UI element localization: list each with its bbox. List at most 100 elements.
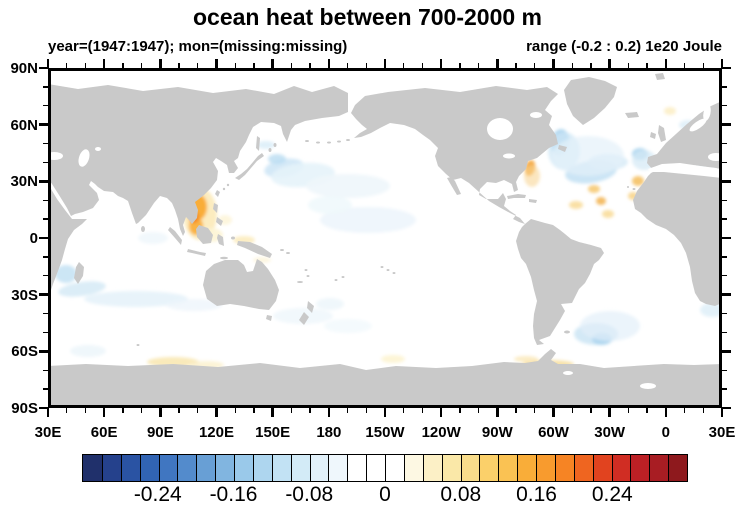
axis-tick — [477, 63, 480, 68]
mediterranean-sea — [648, 163, 722, 178]
landmass-greenland — [564, 77, 617, 125]
axis-tick — [722, 275, 727, 277]
antarctic-shelf-gap-2 — [563, 371, 573, 375]
anomaly-blob — [257, 141, 275, 149]
axis-tick — [722, 218, 727, 220]
axis-tick — [290, 63, 293, 68]
axis-tick — [439, 408, 443, 417]
axis-tick — [515, 408, 517, 413]
anomaly-blob — [316, 298, 344, 310]
island-tasmania — [266, 315, 272, 321]
colorbar-separator — [630, 455, 631, 481]
axis-tick — [627, 408, 630, 413]
axis-tick — [43, 142, 48, 145]
axis-tick — [608, 59, 611, 68]
colorbar-separator — [593, 455, 594, 481]
colorbar-separator — [461, 455, 462, 481]
axis-tick — [590, 63, 592, 68]
axis-tick — [722, 369, 727, 371]
axis-tick — [459, 408, 461, 413]
axis-tick — [84, 63, 87, 68]
axis-tick — [722, 199, 727, 201]
colorbar — [82, 454, 688, 482]
axis-tick — [722, 293, 731, 296]
landmass-australia — [203, 259, 279, 310]
colorbar-box — [612, 455, 630, 481]
island-borneo — [196, 225, 213, 244]
colorbar-separator — [347, 455, 348, 481]
anomaly-blob — [602, 210, 614, 218]
landmass-antarctica — [48, 349, 722, 408]
island-sakhalin — [256, 136, 260, 151]
antarctic-shelf-gap-1 — [640, 383, 656, 389]
anomaly-blob — [588, 185, 600, 193]
axis-tick — [365, 408, 367, 413]
colorbar-box — [234, 455, 253, 481]
axis-tick — [43, 86, 48, 88]
aral-sea — [95, 147, 101, 151]
colorbar-separator — [102, 455, 103, 481]
axis-tick — [140, 63, 143, 68]
anomaly-blob — [308, 196, 352, 214]
colorbar-box — [479, 455, 498, 481]
colorbar-tick-label: 0.08 — [440, 483, 482, 506]
lon-tick-label: 180 — [316, 424, 342, 441]
lon-tick-label: 90W — [481, 424, 513, 441]
axis-tick — [290, 408, 293, 413]
anomaly-blob — [147, 357, 199, 367]
landmass-south-america — [516, 219, 604, 345]
axis-tick — [215, 408, 218, 417]
anomaly-blob — [552, 136, 624, 176]
colorbar-box — [498, 455, 517, 481]
lat-tick-label: 30S — [11, 286, 38, 304]
axis-tick — [43, 105, 48, 107]
axis-tick — [43, 331, 48, 334]
anomaly-blob — [306, 174, 390, 198]
colorbar-separator — [272, 455, 273, 481]
axis-tick — [66, 63, 68, 68]
gulf-of-bothnia — [703, 105, 711, 121]
axis-tick — [702, 63, 704, 68]
lon-tick-label: 30E — [34, 424, 62, 441]
island-newfoundland — [558, 145, 567, 152]
axis-tick — [722, 406, 731, 410]
colorbar-box — [328, 455, 347, 481]
colorbar-tick-label: 0 — [379, 483, 391, 506]
page-title: ocean heat between 700-2000 m — [193, 4, 542, 30]
colorbar-tick-label: 0.24 — [591, 483, 633, 506]
colorbar-separator — [196, 455, 197, 481]
colorbar-box — [517, 455, 536, 481]
anomaly-blob — [514, 356, 538, 362]
island-hispaniola — [529, 199, 537, 203]
anomaly-blob — [664, 107, 676, 115]
axis-tick — [159, 408, 162, 417]
lat-tick-label: 60S — [11, 343, 38, 361]
lon-tick-label: 150W — [365, 424, 405, 441]
lat-tick-label: 90N — [10, 60, 38, 77]
world-map — [48, 68, 722, 408]
anomaly-blob — [381, 355, 405, 363]
anomaly-blob — [166, 299, 222, 311]
axis-tick — [515, 63, 517, 68]
axis-tick — [309, 408, 311, 413]
axis-tick — [722, 331, 727, 334]
island-britain — [658, 125, 666, 142]
axis-tick — [439, 59, 443, 68]
colorbar-separator — [310, 455, 311, 481]
axis-tick — [215, 59, 218, 68]
axis-tick — [664, 408, 668, 417]
axis-tick — [122, 63, 124, 68]
axis-tick — [702, 408, 704, 413]
axis-tick — [46, 59, 50, 68]
axis-tick — [459, 63, 461, 68]
subtitle-right: range (-0.2 : 0.2) 1e20 Joule — [526, 38, 722, 55]
axis-tick — [722, 312, 727, 315]
axis-tick — [178, 63, 180, 68]
anomaly-blob — [524, 165, 540, 187]
island-sulawesi — [217, 234, 224, 246]
island-nz-north — [307, 301, 314, 313]
axis-tick — [496, 408, 499, 417]
axis-tick — [477, 408, 480, 413]
axis-tick — [66, 408, 68, 413]
axis-tick — [39, 180, 48, 183]
